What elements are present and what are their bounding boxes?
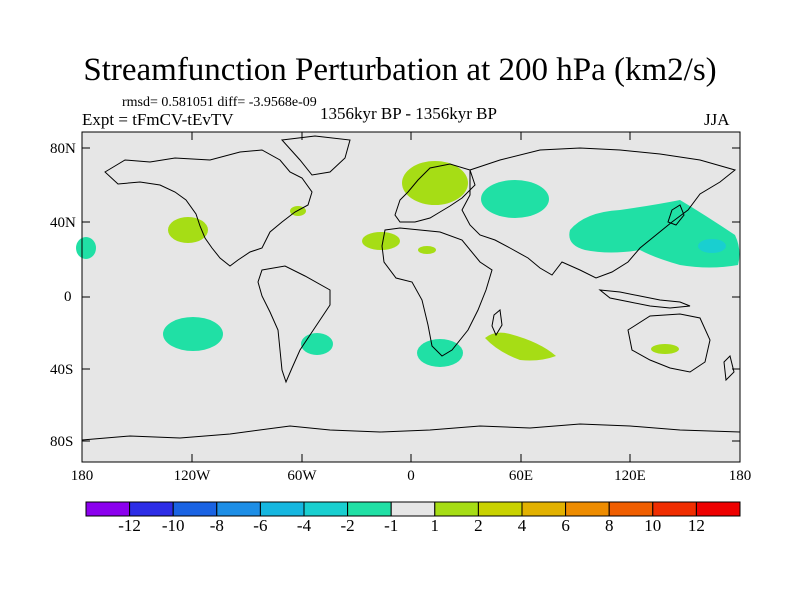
coastline-greenland — [280, 135, 351, 176]
stats-label: rmsd= 0.581051 diff= -3.9568e-09 — [122, 95, 317, 110]
season-label: JJA — [704, 110, 730, 129]
lat-label-80n: 80N — [50, 141, 76, 157]
colorbar-label: 6 — [561, 516, 570, 535]
colorbar-box — [259, 501, 305, 517]
positive-region-pacific-northeast — [168, 217, 208, 243]
colorbar-box — [477, 501, 523, 517]
colorbar-box — [347, 501, 392, 517]
lon-label-180w: 180 — [70, 468, 94, 484]
colorbar-box — [608, 501, 654, 517]
period-label: 1356kyr BP - 1356kyr BP — [320, 104, 497, 123]
lon-label-120w: 120W — [173, 468, 211, 484]
experiment-label: Expt = tFmCV-tEvTV — [82, 110, 234, 129]
colorbar-box — [216, 501, 261, 517]
lat-label-40n: 40N — [50, 215, 76, 231]
negative-region-central-asia — [481, 180, 549, 218]
colorbar-label: -2 — [340, 516, 355, 535]
colorbar-label: -8 — [209, 516, 224, 535]
lon-label-120e: 120E — [614, 468, 646, 484]
colorbar-box — [434, 501, 479, 517]
colorbar-label: 10 — [644, 516, 662, 535]
positive-region-australia-east — [651, 344, 679, 354]
colorbar-box — [390, 501, 436, 517]
negative-region-west-pacific-core — [698, 239, 726, 253]
coastline-africa — [381, 227, 493, 357]
axis-ticks — [82, 132, 740, 462]
colorbar-box — [695, 501, 741, 517]
colorbar-label: 12 — [687, 516, 705, 535]
lon-label-180e: 180 — [728, 468, 752, 484]
coastline-europe — [394, 163, 476, 223]
map-title: Streamfunction Perturbation at 200 hPa (… — [83, 52, 717, 88]
negative-region-south-america — [301, 333, 333, 355]
colorbar-label: -12 — [118, 516, 141, 535]
positive-region-south-indian-ocean — [485, 332, 556, 361]
negative-region-south-atlantic — [417, 339, 463, 367]
colorbar-label: -10 — [161, 516, 185, 535]
negative-region-hawaii — [76, 237, 96, 259]
coastline-indonesia — [598, 289, 691, 309]
coastline-japan — [667, 204, 685, 226]
coastline-new-zealand — [723, 355, 735, 382]
coastline-madagascar — [491, 309, 503, 337]
negative-region-south-pacific — [163, 317, 223, 351]
colorbar-label: 1 — [430, 516, 440, 535]
positive-region-sahara — [418, 246, 436, 254]
colorbar-label: 2 — [474, 516, 483, 535]
lat-label-40s: 40S — [50, 362, 74, 378]
colorbar-box — [85, 501, 131, 517]
colorbar-label: -6 — [253, 516, 268, 535]
colorbar-box — [521, 501, 567, 517]
coastline-antarctica — [81, 423, 741, 441]
negative-region-east-asia-pacific — [569, 200, 740, 268]
colorbar-label: 8 — [604, 516, 614, 535]
coastline-australia — [627, 313, 711, 373]
lon-label-60w: 60W — [287, 468, 317, 484]
positive-region-nw-africa — [362, 232, 400, 250]
colorbar-box — [129, 501, 174, 517]
colorbar-label: -1 — [384, 516, 399, 535]
lon-label-0: 0 — [407, 468, 415, 484]
coastline-north-america — [104, 149, 313, 267]
colorbar-label: -4 — [296, 516, 312, 535]
coastlines — [81, 135, 741, 441]
colorbar-box — [172, 501, 218, 517]
colorbar-label: 4 — [517, 516, 527, 535]
lat-label-80s: 80S — [50, 434, 74, 450]
colorbar-box — [565, 501, 610, 517]
coastline-asia — [461, 147, 737, 279]
contour-fills — [76, 161, 740, 367]
coastline-south-america — [257, 265, 331, 384]
colorbar-box — [303, 501, 349, 517]
lon-label-60e: 60E — [508, 468, 534, 484]
lat-label-0: 0 — [64, 289, 72, 305]
colorbar-box — [652, 501, 697, 517]
colorbar — [85, 501, 741, 517]
positive-region-scandinavia — [402, 161, 468, 205]
